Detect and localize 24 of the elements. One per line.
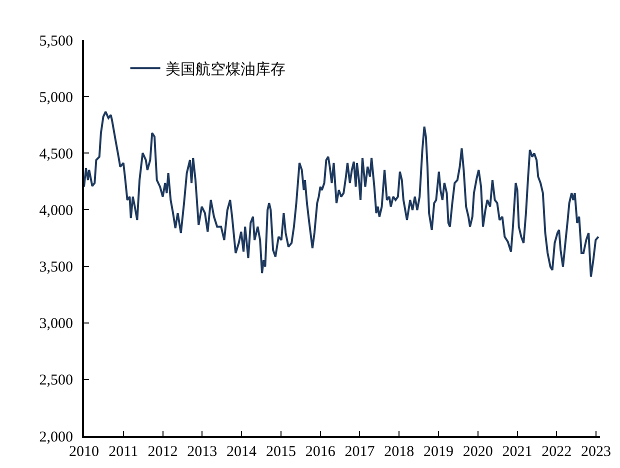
y-tick-label: 3,500 <box>39 260 73 276</box>
line-series <box>84 110 600 278</box>
x-tick-label: 2016 <box>305 444 336 460</box>
y-tick-label: 4,500 <box>39 146 73 162</box>
x-tick-label: 2013 <box>187 444 218 460</box>
y-tick-label: 4,000 <box>39 202 73 219</box>
y-tick-label: 2,500 <box>39 372 73 389</box>
x-tick-label: 2019 <box>424 444 454 460</box>
x-tick-label: 2011 <box>108 444 138 460</box>
x-tick-label: 2018 <box>384 444 414 460</box>
legend-label: 美国航空煤油库存 <box>165 60 286 78</box>
x-tick-label: 2022 <box>542 444 572 460</box>
y-tick-label: 5,000 <box>39 90 73 106</box>
y-tick-label: 5,500 <box>39 33 73 50</box>
y-tick-label: 2,000 <box>39 429 73 446</box>
x-tick-label: 2023 <box>581 444 612 460</box>
x-tick-label: 2012 <box>148 444 178 460</box>
x-tick-label: 2021 <box>502 444 532 460</box>
x-tick-label: 2020 <box>462 444 493 460</box>
y-tick-label: 3,000 <box>39 316 73 332</box>
x-tick-label: 2017 <box>344 444 376 460</box>
x-tick-label: 2014 <box>226 444 258 460</box>
x-tick-label: 2010 <box>69 444 99 460</box>
x-tick-label: 2015 <box>266 444 296 460</box>
